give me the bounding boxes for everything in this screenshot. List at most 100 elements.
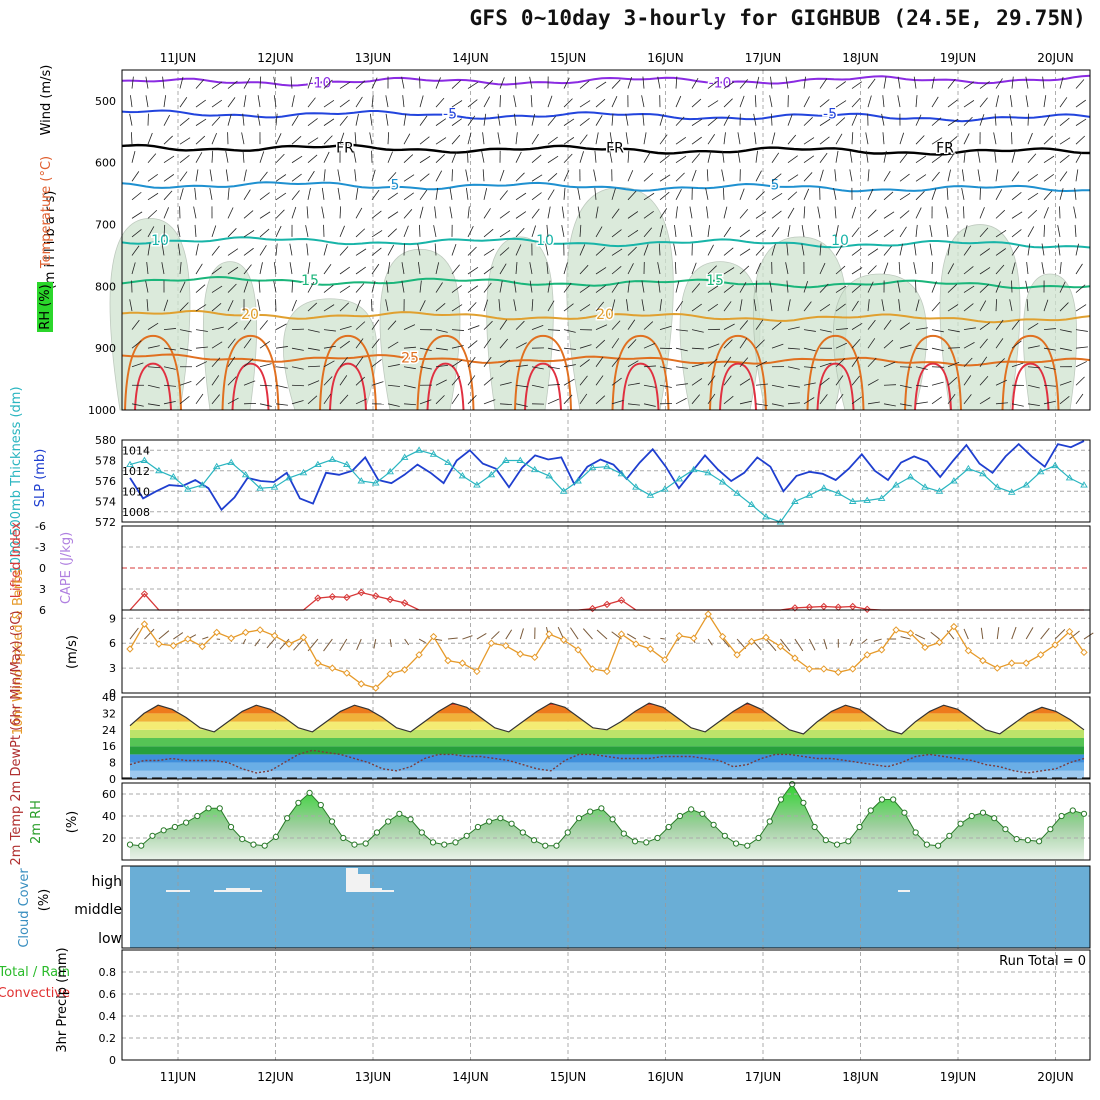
wind-barb bbox=[419, 115, 428, 126]
thickness-marker bbox=[357, 477, 366, 484]
rh-marker bbox=[463, 832, 470, 839]
wind-barb-10m bbox=[293, 638, 304, 651]
wind-barb bbox=[929, 225, 933, 237]
date-label-bottom: 15JUN bbox=[550, 1070, 587, 1084]
wind-barb bbox=[387, 192, 399, 201]
wind-barb bbox=[833, 187, 837, 200]
wind-barb bbox=[659, 384, 672, 388]
wind-barb bbox=[275, 209, 285, 219]
wind-barb bbox=[579, 151, 584, 163]
rh-marker bbox=[239, 836, 246, 843]
wind-barb bbox=[819, 283, 829, 293]
wind-barb bbox=[995, 78, 1003, 89]
wind-barb bbox=[723, 339, 733, 349]
wind-barb bbox=[1011, 171, 1020, 182]
chart-title: GFS 0~10day 3-hourly for GIGHBUB (24.5E,… bbox=[469, 6, 1086, 30]
rh-marker bbox=[1013, 836, 1020, 843]
wind-barb bbox=[467, 302, 477, 312]
wind-barb bbox=[419, 206, 424, 219]
wind-barb bbox=[577, 187, 581, 200]
wind-barb bbox=[707, 265, 717, 275]
hot-contour bbox=[719, 362, 757, 411]
wind-barb-10m bbox=[660, 637, 665, 640]
wind-barb bbox=[819, 99, 830, 108]
wind-barb bbox=[1009, 113, 1013, 126]
rh-marker bbox=[295, 799, 302, 806]
wind-barb bbox=[867, 188, 874, 200]
wind-barb bbox=[867, 95, 872, 108]
wind-barb bbox=[403, 225, 409, 238]
wind-barb bbox=[323, 376, 333, 386]
thickness-marker bbox=[155, 466, 163, 474]
wind-barb bbox=[211, 245, 220, 256]
wind-barb bbox=[547, 398, 560, 405]
wind-barb bbox=[467, 285, 479, 293]
wind-barb bbox=[1043, 366, 1056, 370]
wind-barb bbox=[195, 135, 206, 145]
wind-barb bbox=[211, 266, 222, 275]
lifted-index-marker bbox=[617, 596, 626, 604]
wind-barb bbox=[1059, 76, 1064, 89]
wind-barb bbox=[451, 244, 457, 256]
wind-barb bbox=[882, 95, 885, 108]
wind-barb bbox=[691, 347, 705, 350]
wind-barb bbox=[675, 329, 688, 332]
wind-barb bbox=[835, 375, 844, 386]
wind-barb bbox=[691, 303, 702, 312]
wind-barb bbox=[306, 243, 309, 256]
wind-barb bbox=[947, 99, 958, 108]
thickness-marker bbox=[328, 455, 337, 462]
wind-barb bbox=[547, 206, 551, 219]
wind-speed-marker bbox=[718, 632, 727, 641]
wind-barb bbox=[145, 95, 149, 108]
wind-barb bbox=[1059, 281, 1066, 293]
thickness-marker bbox=[877, 494, 886, 501]
rh-marker bbox=[284, 815, 291, 822]
wind-barb bbox=[179, 96, 188, 108]
wind-barb-10m bbox=[861, 638, 868, 645]
wind-barb bbox=[307, 137, 319, 145]
wind-barb bbox=[851, 284, 862, 293]
lifted-index-marker bbox=[386, 595, 394, 604]
precip-tick: 0.6 bbox=[99, 988, 117, 1001]
lifted-index-marker bbox=[372, 592, 380, 600]
wind-barb bbox=[675, 397, 687, 405]
wind-barb bbox=[899, 344, 912, 349]
wind-barb bbox=[211, 357, 221, 367]
rh2m-panel bbox=[122, 781, 1090, 860]
wind-barb bbox=[211, 326, 224, 331]
wind-barb bbox=[739, 229, 750, 238]
wind-barb bbox=[1057, 225, 1061, 237]
rh-marker bbox=[486, 818, 493, 825]
temp-tick: 40 bbox=[102, 691, 116, 704]
wind-barb bbox=[435, 118, 447, 126]
wind-barb bbox=[355, 356, 364, 367]
wind-barb bbox=[563, 364, 576, 368]
wind-barb bbox=[995, 264, 1005, 275]
wind-barb bbox=[339, 116, 348, 126]
wind-speed-marker bbox=[314, 659, 322, 667]
rh-shading bbox=[566, 187, 674, 411]
wind-barb bbox=[819, 118, 831, 126]
wind-barb bbox=[195, 243, 199, 256]
wind-barb bbox=[163, 95, 167, 108]
wind10m-axis-label: 10m Wind Speed & Barbs bbox=[11, 569, 26, 736]
temp-band bbox=[130, 729, 1084, 738]
wind-barb bbox=[369, 132, 373, 145]
wind-barb bbox=[851, 338, 861, 349]
wind-barb bbox=[995, 229, 1007, 238]
wind-barb bbox=[595, 301, 605, 312]
wind-barb bbox=[147, 384, 160, 389]
rh-marker bbox=[452, 839, 459, 846]
wind-speed-marker bbox=[877, 646, 886, 654]
wind-barb bbox=[419, 95, 424, 108]
wind-barb bbox=[355, 338, 364, 349]
wind-barb bbox=[899, 153, 908, 163]
rh-marker bbox=[631, 838, 639, 845]
wind-barb bbox=[513, 299, 517, 312]
wind-barb bbox=[131, 76, 134, 89]
thickness-marker bbox=[1022, 481, 1030, 488]
thickness-marker bbox=[675, 475, 684, 482]
high-cloud-bar bbox=[250, 890, 262, 892]
wind-barb bbox=[467, 81, 479, 89]
